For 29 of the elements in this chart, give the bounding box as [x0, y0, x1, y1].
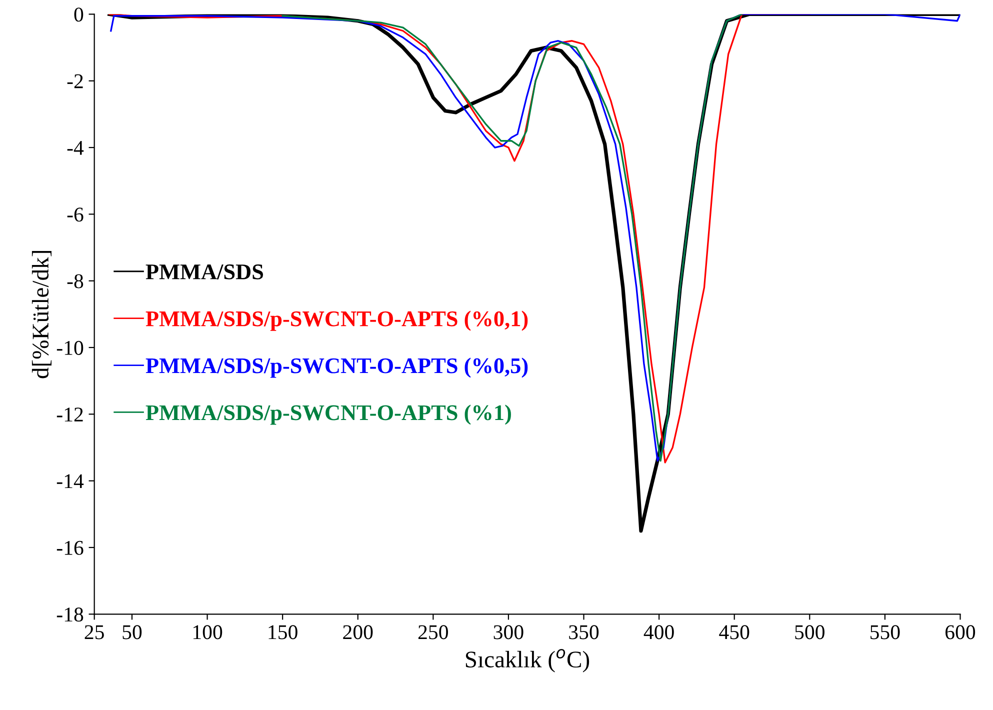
- x-tick-label: 200: [343, 625, 373, 640]
- y-tick-label: -16: [56, 540, 84, 555]
- x-tick-label: 100: [193, 625, 222, 640]
- y-tick-label: -6: [67, 208, 84, 222]
- x-tick-label: 250: [418, 625, 448, 640]
- x-tick-label: 350: [569, 625, 599, 640]
- legend-label: PMMA/SDS/p-SWCNT-O-APTS (%0,5): [146, 358, 528, 378]
- x-tick-label: 150: [268, 625, 298, 640]
- y-tick-label: -2: [67, 74, 83, 88]
- y-tick-label: -10: [56, 340, 84, 355]
- x-tick-label: 300: [494, 625, 524, 640]
- x-tick-label: 550: [870, 625, 900, 640]
- y-tick-label: -8: [67, 274, 84, 288]
- x-tick-label: 400: [644, 625, 674, 640]
- legend-label: PMMA/SDS/p-SWCNT-O-APTS (%0,1): [146, 310, 528, 331]
- y-tick-label: -4: [67, 141, 84, 155]
- y-tick-label: -14: [56, 474, 84, 488]
- y-axis-title: d[%Kütle/dk]: [32, 251, 52, 378]
- x-tick-label: 500: [795, 625, 824, 640]
- x-tick-label: 600: [946, 625, 976, 640]
- x-tick-label: 450: [719, 625, 750, 640]
- legend-label: PMMA/SDS: [146, 264, 264, 280]
- y-tick-label: -12: [56, 408, 83, 422]
- x-tick-label: 50: [122, 625, 142, 640]
- x-tick-label: 25: [84, 625, 104, 640]
- y-tick-label: 0: [74, 8, 84, 22]
- x-axis-title: Sıcaklık ($^{o}$C): [466, 649, 590, 672]
- legend-label: PMMA/SDS/p-SWCNT-O-APTS (%1): [146, 404, 511, 425]
- y-tick-label: -18: [56, 608, 84, 622]
